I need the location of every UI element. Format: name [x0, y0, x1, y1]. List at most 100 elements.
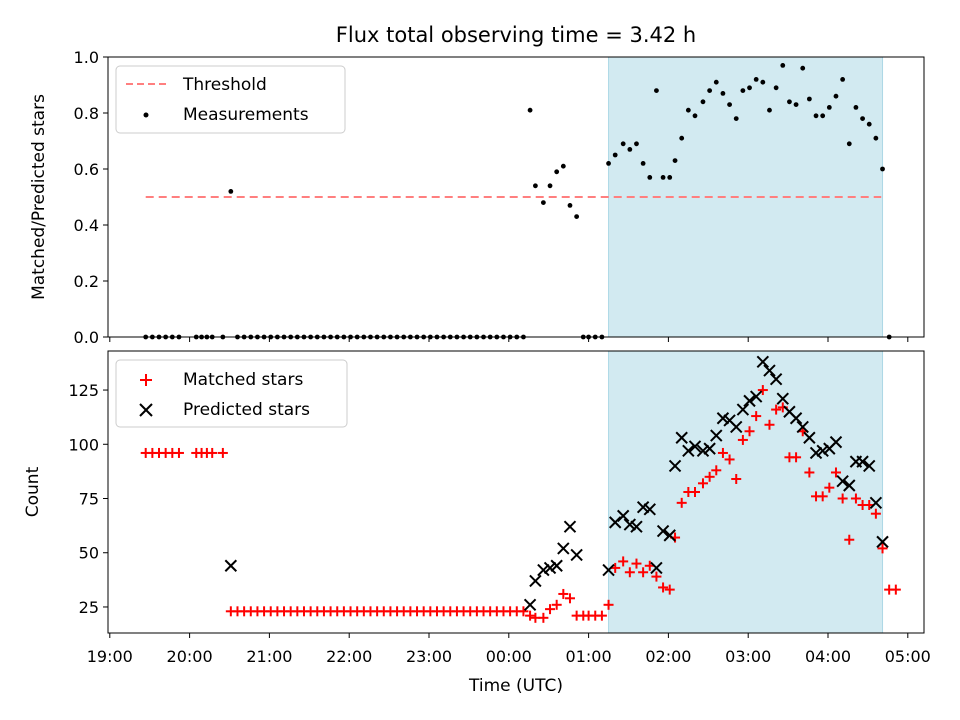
y-tick-label: 100: [68, 435, 99, 454]
measurement-point: [621, 141, 626, 146]
measurement-point: [634, 141, 639, 146]
measurement-point: [641, 161, 646, 166]
measurement-point: [774, 85, 779, 90]
x-tick-label: 04:00: [805, 647, 851, 666]
measurement-point: [760, 80, 765, 85]
measurement-point: [860, 116, 865, 121]
measurement-point: [654, 88, 659, 93]
measurement-point: [814, 113, 819, 118]
measurement-point: [734, 116, 739, 121]
measurement-point: [541, 200, 546, 205]
predicted-stars-point: [564, 521, 575, 532]
chart-title: Flux total observing time = 3.42 h: [336, 23, 696, 47]
ratio-panel: 0.0 0.2 0.4 0.6 0.8 1.0 Matched/Predicted sta…: [29, 48, 924, 347]
measurement-point: [561, 164, 566, 169]
y-tick-label: 1.0: [74, 48, 99, 67]
x-tick-label: 05:00: [885, 647, 931, 666]
measurement-point: [606, 161, 611, 166]
x-tick-label: 22:00: [326, 647, 372, 666]
x-tick-label: 23:00: [406, 647, 452, 666]
y-tick-label: 0.2: [74, 272, 99, 291]
x-axis-label: Time (UTC): [468, 676, 563, 696]
time-axis: 19:00 20:00 21:00 22:00 23:00 00:00 01:00 02:00…: [87, 647, 931, 666]
y-tick-label: 0.8: [74, 104, 99, 123]
measurement-point: [574, 214, 579, 219]
measurement-point: [747, 85, 752, 90]
measurement-point: [787, 99, 792, 104]
predicted-stars-point: [530, 575, 541, 586]
measurement-point: [701, 99, 706, 104]
measurement-point: [754, 77, 759, 82]
legend-measurements-label: Measurements: [183, 105, 309, 125]
y-tick-label: 75: [79, 490, 99, 509]
legend-matched-label: Matched stars: [183, 370, 303, 390]
ratio-panel-ylabel: Matched/Predicted stars: [29, 94, 49, 300]
measurement-point: [820, 113, 825, 118]
matched-stars-point: [218, 448, 228, 458]
measurement-point: [834, 94, 839, 99]
count-panel-span: [609, 351, 883, 633]
measurement-point: [800, 66, 805, 71]
measurement-point: [528, 108, 533, 113]
y-tick-label: 25: [79, 598, 99, 617]
measurement-point: [568, 203, 573, 208]
y-tick-label: 0.6: [74, 160, 99, 179]
measurement-point: [693, 113, 698, 118]
measurement-point: [854, 105, 859, 110]
measurement-point: [533, 183, 538, 188]
measurement-point: [228, 189, 233, 194]
count-panel-ylabel: Count: [23, 466, 43, 517]
matched-stars-point: [597, 611, 607, 621]
x-tick-label: 00:00: [486, 647, 532, 666]
predicted-stars-point: [525, 599, 536, 610]
predicted-stars-point: [558, 543, 569, 554]
predicted-stars-point: [571, 549, 582, 560]
matched-stars-point: [174, 448, 184, 458]
measurement-point: [667, 175, 672, 180]
measurement-point: [714, 80, 719, 85]
y-tick-label: 50: [79, 544, 99, 563]
measurement-point: [647, 175, 652, 180]
x-tick-label: 20:00: [167, 647, 213, 666]
measurement-point: [740, 88, 745, 93]
legend-measurements-swatch: [144, 113, 149, 118]
measurement-point: [880, 167, 885, 172]
measurement-point: [661, 175, 666, 180]
measurement-point: [867, 122, 872, 127]
measurement-point: [673, 158, 678, 163]
y-tick-label: 125: [68, 381, 99, 400]
measurement-point: [554, 169, 559, 174]
x-tick-label: 03:00: [725, 647, 771, 666]
measurement-point: [873, 136, 878, 141]
x-tick-label: 01:00: [566, 647, 612, 666]
measurement-point: [807, 97, 812, 102]
measurement-point: [548, 183, 553, 188]
measurement-point: [794, 102, 799, 107]
measurement-point: [780, 63, 785, 68]
y-tick-label: 0.4: [74, 216, 99, 235]
measurement-point: [840, 77, 845, 82]
legend-predicted-label: Predicted stars: [183, 400, 310, 420]
x-tick-label: 21:00: [246, 647, 292, 666]
figure: Flux total observing time = 3.42 h 0.00.…: [0, 0, 960, 720]
measurement-point: [767, 108, 772, 113]
measurement-point: [627, 147, 632, 152]
measurement-point: [721, 91, 726, 96]
measurement-point: [613, 153, 618, 158]
measurement-point: [847, 141, 852, 146]
matched-stars-point: [891, 585, 901, 595]
count-panel: 25 50 75 100 125 Count Matched stars Predict…: [23, 351, 924, 638]
count-legend: Matched stars Predicted stars: [116, 360, 347, 427]
x-tick-label: 02:00: [645, 647, 691, 666]
matched-stars-point: [538, 613, 548, 623]
measurement-point: [686, 108, 691, 113]
matched-stars-point: [207, 448, 217, 458]
legend-threshold-label: Threshold: [182, 75, 267, 95]
predicted-stars-point: [225, 560, 236, 571]
ratio-legend: Threshold Measurements: [116, 66, 345, 133]
measurement-point: [707, 88, 712, 93]
x-tick-label: 19:00: [87, 647, 133, 666]
measurement-point: [727, 102, 732, 107]
measurement-point: [679, 136, 684, 141]
y-tick-label: 0.0: [74, 328, 99, 347]
